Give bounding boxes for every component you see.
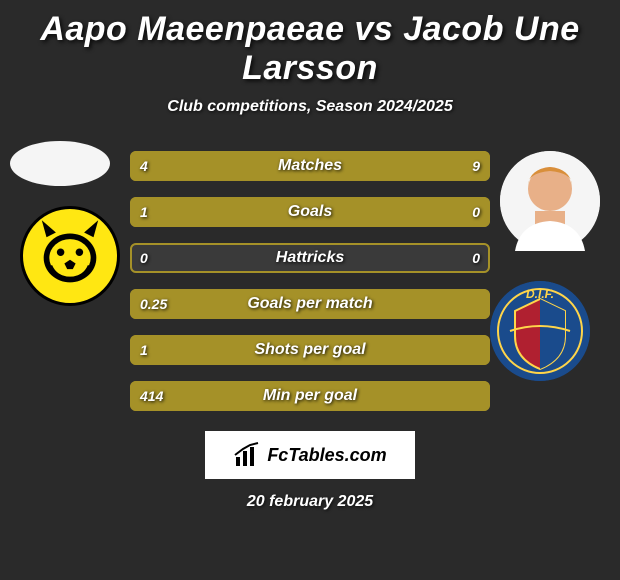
stat-label: Min per goal [263,387,357,405]
stat-label: Goals [288,203,332,221]
stat-value-left: 414 [140,388,163,404]
stat-label: Hattricks [276,249,344,267]
stat-row: Matches 4 9 [130,151,490,181]
stat-value-left: 1 [140,342,148,358]
player-right-avatar [500,151,600,251]
date-label: 20 february 2025 [0,493,620,511]
stat-row: Goals per match 0.25 [130,289,490,319]
stat-value-left: 0.25 [140,296,167,312]
chart-icon [233,441,261,469]
stat-value-left: 1 [140,204,148,220]
stat-value-left: 4 [140,158,148,174]
stat-value-right: 9 [472,158,480,174]
svg-text:D.I.F.: D.I.F. [526,287,554,301]
stat-row: Hattricks 0 0 [130,243,490,273]
stat-label: Matches [278,157,342,175]
page-title: Aapo Maeenpaeae vs Jacob Une Larsson [0,10,620,88]
stat-value-right: 0 [472,250,480,266]
stat-row: Min per goal 414 [130,381,490,411]
lynx-icon [23,209,117,303]
stat-label: Shots per goal [254,341,365,359]
person-icon [500,151,600,251]
stats-area: D.I.F. Matches49Goals10Hattricks00Goals … [0,141,620,411]
stat-bars: Matches 4 9 Goals 1 0 Hattricks 0 0 Goals per mat… [130,141,490,411]
club-left-logo [20,206,120,306]
branding-badge: FcTables.com [205,431,415,479]
branding-text: FcTables.com [267,445,386,466]
club-right-logo: D.I.F. [490,281,590,381]
player-left-avatar [10,141,110,186]
stat-row: Goals 1 0 [130,197,490,227]
subtitle: Club competitions, Season 2024/2025 [0,98,620,116]
shield-icon: D.I.F. [490,281,590,381]
stat-row: Shots per goal 1 [130,335,490,365]
stat-value-right: 0 [472,204,480,220]
stat-label: Goals per match [247,295,372,313]
stat-value-left: 0 [140,250,148,266]
